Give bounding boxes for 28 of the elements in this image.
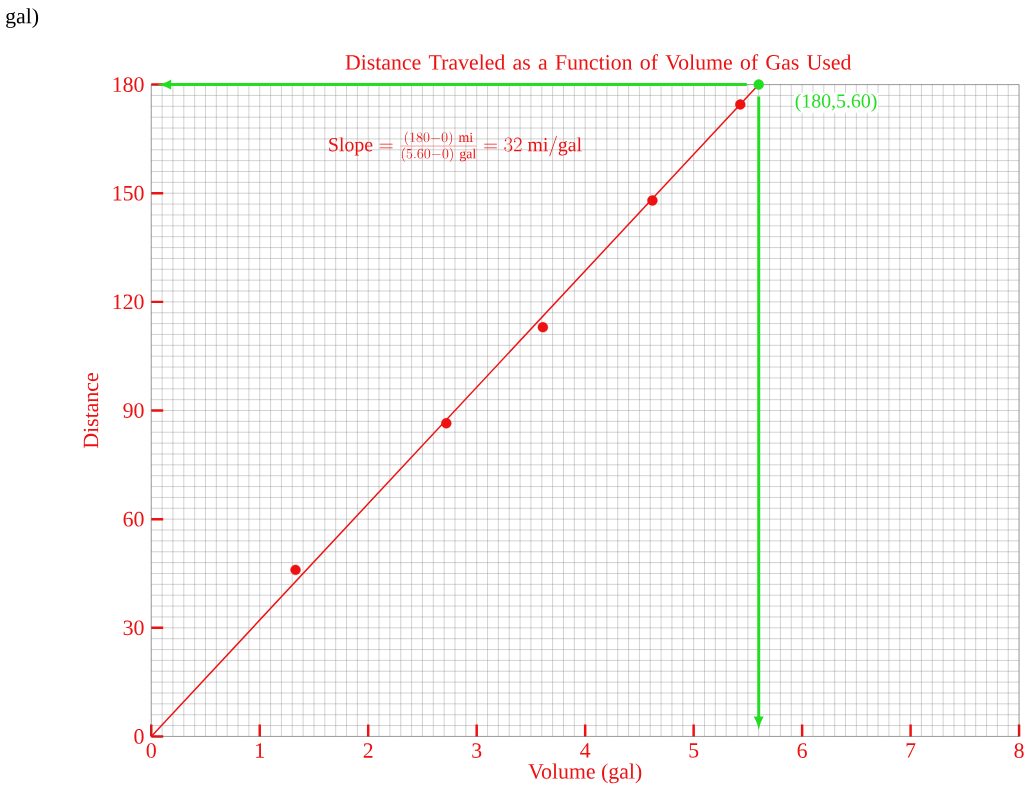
point: [537, 322, 549, 333]
x-tick-label: 1: [256, 743, 264, 758]
text: gal): [6, 8, 39, 28]
point: [647, 195, 658, 206]
point: [290, 564, 301, 575]
annotation: $\mathrm{Slope} = \frac{(180-0)\ \mathrm{mi}}{(5.60-0)\ \mathrm{gal}} = 32\ \mathrm{mi/gal}$: [329, 131, 582, 162]
annotation: (180,5.60): [795, 93, 877, 112]
y-axis-title: Distance: [83, 373, 99, 448]
x-tick-label: 2: [363, 743, 373, 758]
point: [753, 79, 764, 90]
y-tick-label: 90: [123, 403, 144, 418]
point: [441, 417, 452, 429]
x-tick-label: 4: [580, 743, 591, 758]
chart-title: Distance Traveled as a Function of Volume of Gas Used: [345, 54, 852, 70]
x-tick-label: 0: [146, 743, 156, 758]
x-tick-label: 6: [797, 743, 807, 758]
x-tick-label: 8: [1014, 743, 1024, 758]
point: [735, 99, 746, 110]
x-tick-label: 7: [906, 743, 916, 758]
y-tick-label: 180: [113, 77, 144, 92]
y-tick-label: 150: [113, 185, 144, 201]
x-tick-label: 3: [472, 743, 482, 758]
y-tick-label: 120: [113, 294, 144, 310]
y-tick-label: 60: [123, 511, 144, 527]
x-axis-title: Volume (gal): [528, 763, 642, 784]
x-tick-label: 5: [689, 743, 699, 758]
y-tick-label: 30: [123, 620, 144, 636]
y-tick-label: 0: [134, 729, 144, 744]
